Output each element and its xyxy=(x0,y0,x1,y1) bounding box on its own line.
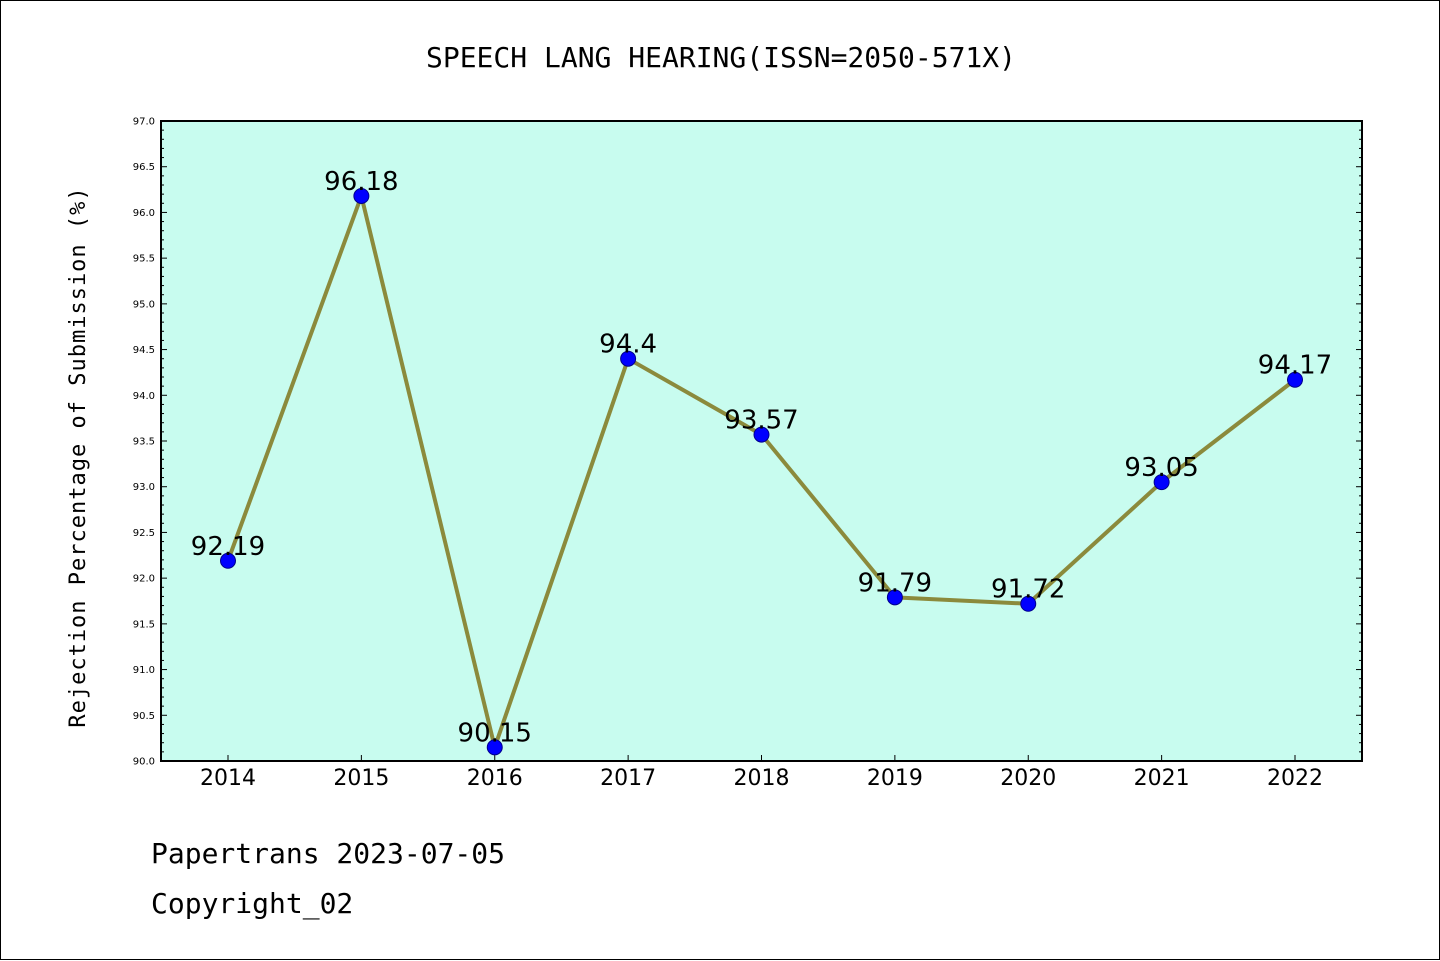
y-tick-label: 92.0 xyxy=(133,574,155,585)
data-point-2017 xyxy=(620,350,637,367)
data-point-2021 xyxy=(1153,474,1170,491)
x-tick-label: 2016 xyxy=(467,766,523,791)
y-tick-label: 90.0 xyxy=(133,757,155,768)
data-label-2014: 92.19 xyxy=(191,532,265,562)
y-tick-label: 93.0 xyxy=(133,482,155,493)
chart-title: SPEECH LANG HEARING(ISSN=2050-571X) xyxy=(426,41,1016,74)
y-axis-label: Rejection Percentage of Submission (%) xyxy=(66,186,91,727)
data-point-2019 xyxy=(886,589,903,606)
data-markers xyxy=(220,187,1303,756)
x-tick-label: 2021 xyxy=(1134,766,1190,791)
data-point-2022 xyxy=(1287,371,1303,388)
data-point-2014 xyxy=(220,552,236,569)
y-tick-label: 91.5 xyxy=(133,619,155,630)
y-tick-label: 94.5 xyxy=(133,345,155,356)
y-tick-label: 97.0 xyxy=(133,117,155,128)
data-label-2015: 96.18 xyxy=(324,167,398,197)
data-point-2015 xyxy=(353,187,370,204)
data-labels: 92.19 96.18 90.15 94.4 93.57 91.79 91.72 93.05 9… xyxy=(191,167,1332,748)
y-tick-label: 93.5 xyxy=(133,437,155,448)
x-tick-label: 2018 xyxy=(734,766,790,791)
y-tick-label: 96.0 xyxy=(133,208,155,219)
y-tick-label: 96.5 xyxy=(133,162,155,173)
x-tick-label: 2022 xyxy=(1267,766,1323,791)
x-tick-label: 2015 xyxy=(333,766,389,791)
x-axis-ticks: 2014 2015 2016 2017 2018 2019 2020 2021 2022 xyxy=(200,755,1323,791)
data-label-2019: 91.79 xyxy=(858,568,932,598)
data-label-2020: 91.72 xyxy=(991,575,1065,605)
x-tick-label: 2020 xyxy=(1000,766,1056,791)
data-point-2018 xyxy=(753,426,770,443)
data-label-2017: 94.4 xyxy=(599,330,657,360)
data-point-2020 xyxy=(1020,595,1037,612)
y-tick-label: 92.5 xyxy=(133,528,155,539)
x-tick-label: 2017 xyxy=(600,766,656,791)
y-axis-ticks: 90.0 90.5 91.0 91.5 92.0 92.5 93.0 93.5 94.0 94.5… xyxy=(133,117,1362,768)
footer-date: Papertrans 2023-07-05 xyxy=(151,837,506,870)
footer-copyright: Copyright_02 xyxy=(151,887,354,920)
y-tick-label: 95.0 xyxy=(133,299,155,310)
data-label-2018: 93.57 xyxy=(724,406,798,436)
data-label-2016: 90.15 xyxy=(458,718,532,748)
x-tick-label: 2019 xyxy=(867,766,923,791)
data-point-2016 xyxy=(486,739,503,756)
data-label-2021: 93.05 xyxy=(1124,453,1198,483)
plot-border xyxy=(160,120,1363,762)
y-tick-label: 95.5 xyxy=(133,254,155,265)
y-tick-label: 90.5 xyxy=(133,711,155,722)
x-tick-label: 2014 xyxy=(200,766,256,791)
data-label-2022: 94.17 xyxy=(1258,351,1332,381)
y-tick-label: 91.0 xyxy=(133,665,155,676)
y-tick-label: 94.0 xyxy=(133,391,155,402)
